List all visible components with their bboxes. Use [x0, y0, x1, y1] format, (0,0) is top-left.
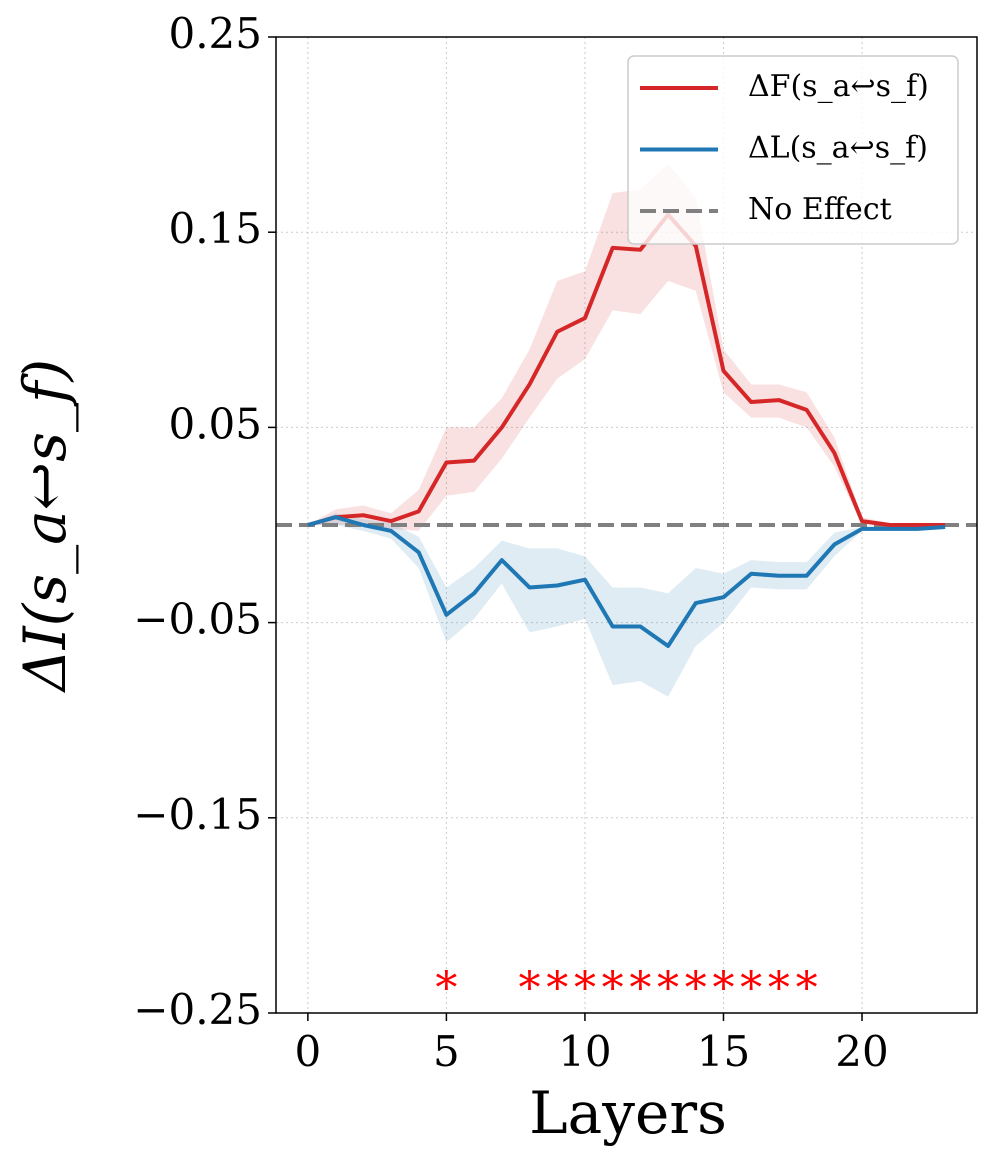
legend: ΔF(s_a↩s_f) ΔL(s_a↩s_f) No Effect	[627, 55, 959, 245]
legend-label: ΔF(s_a↩s_f)	[748, 69, 929, 104]
y-tick-label: 0.05	[168, 399, 262, 448]
legend-box	[627, 55, 959, 245]
data-line	[307, 212, 946, 527]
y-axis-label: ΔI(s_a↩s_f)	[11, 359, 79, 693]
y-tick-label: −0.25	[133, 985, 262, 1034]
significance-marker: *	[629, 963, 651, 1014]
significance-marker: *	[602, 963, 624, 1014]
significance-marker: *	[657, 963, 679, 1014]
y-tick-label: 0.25	[168, 9, 262, 58]
significance-marker: *	[712, 963, 734, 1014]
x-axis-label: Layers	[529, 1079, 727, 1147]
significance-marker: *	[519, 963, 541, 1014]
y-tick-label: −0.15	[133, 790, 262, 839]
significance-marker: *	[796, 963, 818, 1014]
confidence-band	[307, 163, 946, 531]
y-tick-label: 0.15	[168, 204, 262, 253]
significance-marker: *	[435, 963, 457, 1014]
significance-marker: *	[685, 963, 707, 1014]
significance-marker: *	[574, 963, 596, 1014]
x-tick-label: 5	[433, 1027, 460, 1076]
x-tick-label: 10	[558, 1027, 611, 1076]
legend-label: ΔL(s_a↩s_f)	[748, 131, 928, 166]
significance-marker: *	[546, 963, 568, 1014]
x-tick-label: 20	[835, 1027, 888, 1076]
legend-label: No Effect	[748, 192, 892, 227]
y-tick-label: −0.05	[133, 595, 262, 644]
data-line	[307, 515, 946, 649]
confidence-band	[307, 513, 946, 697]
significance-marker: *	[768, 963, 790, 1014]
x-tick-label: 0	[294, 1027, 321, 1076]
x-tick-label: 15	[697, 1027, 750, 1076]
plot-frame	[275, 36, 978, 1014]
significance-marker: *	[740, 963, 762, 1014]
